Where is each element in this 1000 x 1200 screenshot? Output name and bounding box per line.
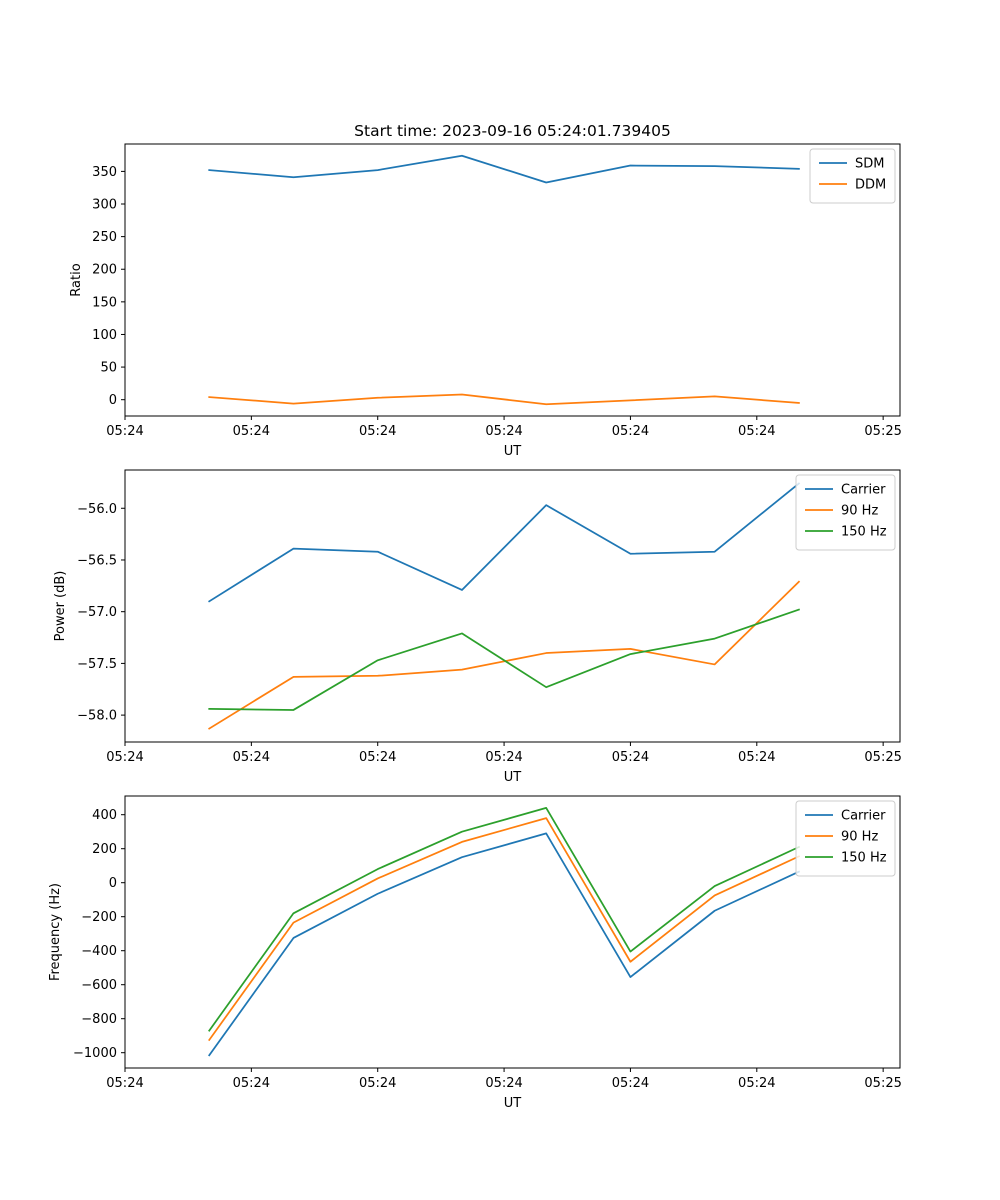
y-tick-label: 150	[92, 295, 117, 310]
x-tick-label: 05:24	[612, 750, 649, 765]
y-tick-label: −57.5	[77, 657, 117, 672]
legend: SDM DDM	[809, 148, 896, 204]
x-tick-label: 05:24	[485, 750, 522, 765]
series-line-ddm	[208, 393, 800, 406]
legend-label: 90 Hz	[841, 830, 878, 845]
y-tick-label: −200	[81, 910, 117, 925]
legend-label: Carrier	[841, 809, 886, 824]
y-tick-label: −800	[81, 1012, 117, 1027]
y-tick-label: 50	[100, 361, 117, 376]
y-tick-label: 350	[92, 165, 117, 180]
legend: Carrier 90 Hz 150 Hz	[795, 474, 896, 551]
x-axis-label: UT	[504, 444, 522, 459]
legend-label: 150 Hz	[841, 525, 887, 540]
x-tick-label: 05:25	[864, 1076, 901, 1091]
x-axis-label: UT	[504, 770, 522, 785]
y-tick-label: −56.5	[77, 553, 117, 568]
series-line-150-hz	[208, 807, 801, 1032]
chart-title: Start time: 2023-09-16 05:24:01.739405	[354, 122, 671, 140]
chart-1: 05:24 05:24 05:24 05:24 05:24 05:24 05:25 0 50 10…	[69, 122, 902, 459]
x-tick-label: 05:24	[485, 424, 522, 439]
x-tick-label: 05:24	[738, 750, 775, 765]
x-tick-label: 05:24	[612, 424, 649, 439]
x-tick-label: 05:24	[738, 424, 775, 439]
y-tick-label: −400	[81, 944, 117, 959]
y-tick-label: −1000	[73, 1046, 117, 1061]
x-tick-label: 05:24	[233, 424, 270, 439]
series-line-carrier	[208, 482, 801, 603]
y-tick-label: 100	[92, 328, 117, 343]
y-tick-label: −600	[81, 978, 117, 993]
y-tick-label: 400	[92, 808, 117, 823]
x-tick-label: 05:24	[106, 1076, 143, 1091]
axes-frame	[124, 795, 901, 1069]
y-axis-label: Power (dB)	[53, 571, 68, 642]
x-tick-label: 05:25	[864, 750, 901, 765]
x-tick-label: 05:24	[233, 1076, 270, 1091]
series-line-90-hz	[208, 817, 801, 1042]
series-line-carrier	[208, 832, 801, 1057]
axes-frame	[124, 143, 901, 417]
y-tick-label: 200	[92, 263, 117, 278]
y-tick-label: 200	[92, 842, 117, 857]
legend-label: DDM	[855, 178, 886, 193]
y-tick-label: −56.0	[77, 502, 117, 517]
legend-label: Carrier	[841, 483, 886, 498]
series-line-sdm	[208, 154, 800, 184]
y-tick-label: 300	[92, 198, 117, 213]
x-tick-label: 05:24	[359, 424, 396, 439]
axes-frame	[124, 469, 901, 743]
y-tick-label: 0	[109, 393, 117, 408]
y-axis-label: Frequency (Hz)	[48, 883, 63, 981]
legend-label: 90 Hz	[841, 504, 878, 519]
x-tick-label: 05:24	[485, 1076, 522, 1091]
y-tick-label: −58.0	[77, 709, 117, 724]
series-line-150-hz	[208, 608, 801, 711]
chart-3: 05:24 05:24 05:24 05:24 05:24 05:24 05:25 −1000…	[48, 795, 902, 1111]
chart-2: 05:24 05:24 05:24 05:24 05:24 05:24 05:25 −58.0…	[53, 469, 902, 785]
y-axis-label: Ratio	[69, 263, 84, 296]
x-tick-label: 05:24	[359, 750, 396, 765]
x-tick-label: 05:24	[738, 1076, 775, 1091]
x-tick-label: 05:25	[864, 424, 901, 439]
y-tick-label: −57.0	[77, 605, 117, 620]
legend: Carrier 90 Hz 150 Hz	[795, 800, 896, 877]
x-tick-label: 05:24	[106, 750, 143, 765]
legend-label: SDM	[855, 157, 884, 172]
y-tick-label: 250	[92, 230, 117, 245]
x-tick-label: 05:24	[233, 750, 270, 765]
legend-label: 150 Hz	[841, 851, 887, 866]
y-tick-label: 0	[109, 876, 117, 891]
x-tick-label: 05:24	[106, 424, 143, 439]
x-tick-label: 05:24	[359, 1076, 396, 1091]
x-tick-label: 05:24	[612, 1076, 649, 1091]
x-axis-label: UT	[504, 1096, 522, 1111]
